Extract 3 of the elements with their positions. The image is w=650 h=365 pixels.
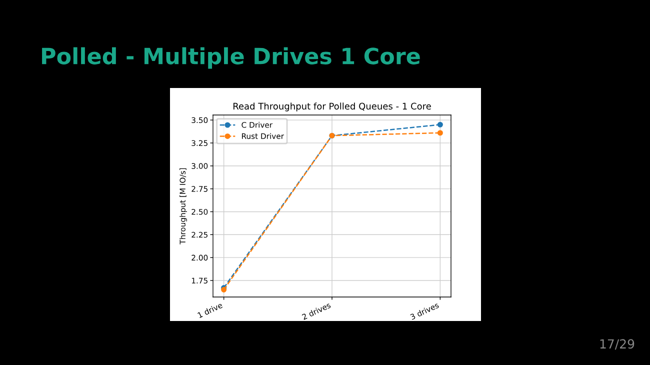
text: Polled - Multiple Drives 1 Core [42,47,420,69]
text: 17/29 [600,339,634,350]
chart-title: Read Throughput for Polled Queues - 1 Core [233,102,431,112]
